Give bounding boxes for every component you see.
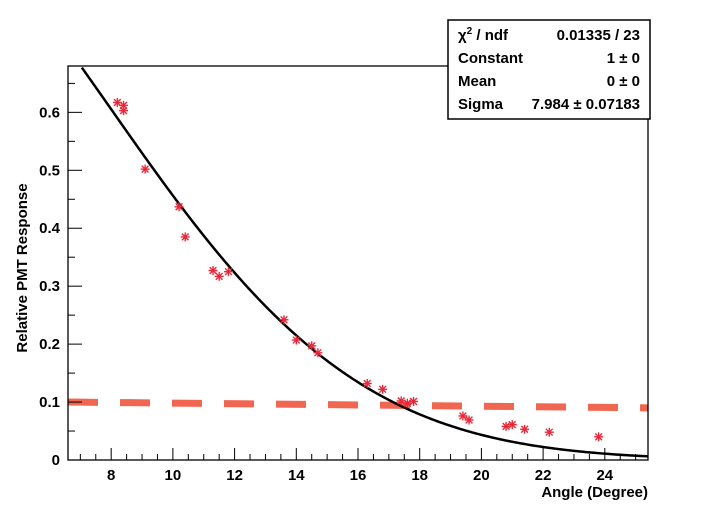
stats-box: χ2 / ndf 0.01335 / 23 Constant 1 ± 0 Mean 0 ±… (447, 19, 651, 120)
data-point-stroke (141, 165, 149, 174)
stats-value: 1 ± 0 (607, 50, 640, 67)
data-point-stroke (465, 416, 473, 424)
data-point (279, 315, 289, 325)
y-tick-label: 0.6 (39, 104, 60, 121)
data-point (313, 348, 323, 358)
data-point (458, 411, 468, 421)
data-point (520, 424, 530, 434)
data-point-stroke (378, 385, 387, 394)
y-tick-label: 0 (52, 452, 60, 469)
data-point (180, 232, 190, 242)
x-tick-label: 20 (473, 467, 490, 484)
stats-value: 0 ± 0 (607, 73, 640, 90)
data-point-stroke (215, 272, 224, 281)
y-tick-label: 0.4 (39, 220, 61, 237)
y-axis-title: Relative PMT Response (14, 183, 31, 352)
data-point-stroke (508, 420, 517, 429)
data-points-layer (112, 98, 604, 442)
fit-curve (80, 66, 649, 458)
data-point-stroke (363, 379, 372, 388)
data-point (214, 271, 224, 281)
data-point-stroke (181, 233, 190, 241)
data-point (223, 267, 233, 277)
data-point-stroke (175, 202, 183, 211)
stats-value: 0.01335 / 23 (557, 27, 640, 44)
data-point (119, 106, 129, 116)
x-tick-label: 12 (226, 467, 243, 484)
stats-label: Sigma (458, 96, 504, 113)
x-tick-label: 8 (107, 467, 115, 484)
data-point-stroke (409, 397, 418, 406)
data-point-stroke (307, 341, 316, 350)
data-point (501, 421, 511, 431)
data-point (291, 335, 301, 345)
x-axis-title: Angle (Degree) (541, 484, 648, 501)
y-tick-label: 0.3 (39, 278, 60, 295)
stats-label: Mean (458, 73, 496, 90)
data-point (307, 341, 317, 351)
data-point-stroke (209, 266, 217, 275)
y-tick-label: 0.2 (39, 336, 60, 353)
data-point-stroke (459, 412, 467, 420)
fit-curve-layer (80, 66, 649, 458)
data-point (402, 398, 412, 408)
x-tick-label: 22 (535, 467, 552, 484)
x-tick-label: 16 (350, 467, 367, 484)
stats-value: 7.984 ± 0.07183 (532, 96, 640, 113)
axes-layer (67, 65, 649, 461)
y-tick-label: 0.1 (39, 394, 60, 411)
data-point-stroke (292, 336, 301, 344)
data-point (378, 384, 388, 394)
data-point-stroke (545, 428, 554, 437)
data-point (174, 202, 184, 212)
data-point-stroke (280, 315, 288, 324)
stats-label: Constant (458, 50, 523, 67)
y-tick-label: 0.5 (39, 162, 60, 179)
data-point-stroke (119, 106, 128, 115)
threshold-line (67, 398, 649, 412)
data-point-stroke (113, 98, 122, 107)
x-tick-label: 14 (288, 467, 305, 484)
data-point (208, 266, 218, 276)
stats-box-frame (447, 19, 651, 120)
data-point (140, 164, 150, 174)
data-point (362, 379, 372, 389)
x-tick-label: 24 (596, 467, 613, 484)
data-point (464, 415, 474, 425)
data-point-stroke (520, 425, 529, 434)
data-point-stroke (397, 397, 406, 405)
plot-frame (67, 65, 649, 461)
x-tick-label: 10 (165, 467, 182, 484)
data-point-stroke (594, 432, 603, 441)
x-tick-label: 18 (411, 467, 428, 484)
stats-label: χ2 / ndf (458, 26, 509, 44)
data-point (544, 427, 554, 437)
data-point (409, 396, 419, 406)
data-point-stroke (314, 348, 322, 357)
tick-labels-layer: 8 10 12 14 16 18 20 22 24 0 0.1 0.2 0.3 0.4 0.5 0.6 (39, 104, 614, 484)
data-point (507, 420, 517, 430)
data-point (594, 432, 604, 442)
data-point-stroke (224, 267, 233, 276)
threshold-line-layer (67, 398, 649, 412)
